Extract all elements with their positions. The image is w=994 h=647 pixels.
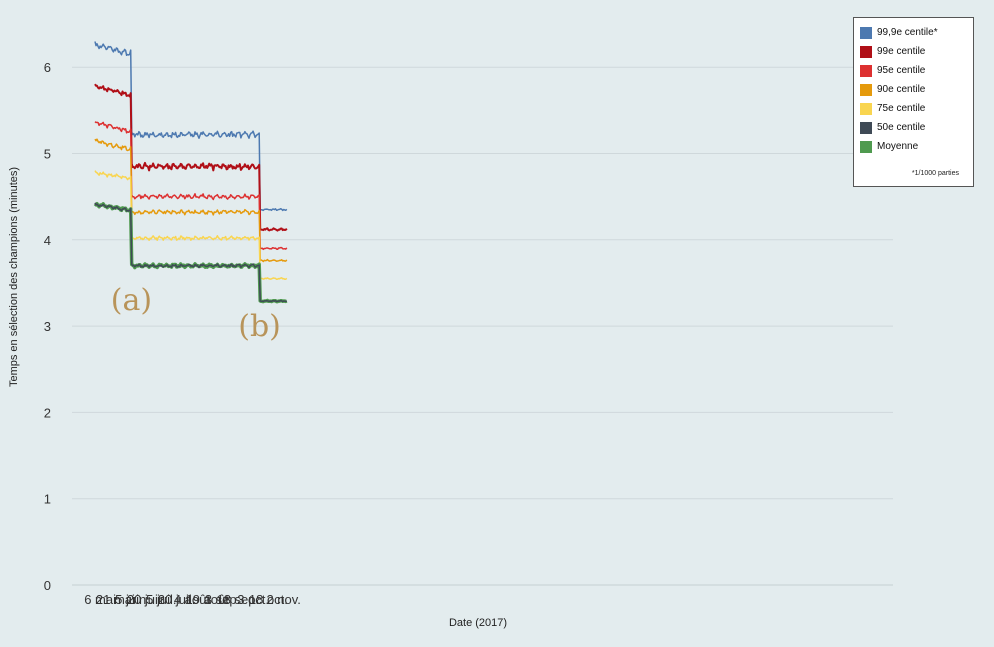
x-tick-label: 6 mai: [84, 592, 116, 607]
legend-label: 99,9e centile*: [877, 27, 938, 38]
y-tick-label: 4: [44, 233, 51, 248]
series-line-3: [94, 138, 288, 263]
legend-swatch: [860, 64, 872, 77]
series-lines: [93, 41, 288, 304]
legend-label: 50e centile: [877, 122, 926, 133]
legend-swatch: [860, 83, 872, 96]
x-tick-label: 5 juil.: [146, 592, 176, 607]
x-tick-label: 3 oct.: [237, 592, 269, 607]
series-line-1: [94, 83, 288, 232]
legend-label: 95e centile: [877, 65, 926, 76]
annotation-label: (a): [111, 283, 152, 318]
legend-item: 95e centile: [860, 61, 967, 80]
x-tick-label: 20 juin: [127, 592, 165, 607]
x-axis-title: Date (2017): [449, 617, 507, 629]
legend-label: 90e centile: [877, 84, 926, 95]
x-tick-label: 21 mai: [96, 592, 135, 607]
legend-swatch: [860, 121, 872, 134]
x-tick-label: 3 sep.: [205, 592, 240, 607]
y-tick-label: 0: [44, 578, 51, 593]
x-tick-label: 20 juil.: [158, 592, 196, 607]
grid-lines: [72, 66, 893, 586]
x-tick-label: 2 nov.: [266, 592, 300, 607]
x-tick-label: 18 oct.: [249, 592, 288, 607]
series-line-6: [94, 202, 288, 303]
legend-label: 75e centile: [877, 103, 926, 114]
legend-item: 50e centile: [860, 118, 967, 137]
series-line-0: [94, 41, 288, 212]
annotations: (a) (b): [111, 283, 281, 344]
series-line-4: [94, 170, 288, 281]
x-tick-label: 4 août: [174, 592, 211, 607]
legend-item: 90e centile: [860, 80, 967, 99]
x-tick-label: 19 août: [186, 592, 230, 607]
legend-swatch: [860, 45, 872, 58]
legend-item: 99,9e centile*: [860, 23, 967, 42]
legend-item: 75e centile: [860, 99, 967, 118]
x-tick-label: 18 sep.: [216, 592, 259, 607]
legend-label: Moyenne: [877, 141, 919, 152]
series-line-2: [94, 121, 288, 251]
y-tick-label: 5: [44, 147, 51, 162]
legend-note: *1/1000 parties: [911, 170, 959, 177]
y-tick-label: 3: [44, 319, 51, 334]
legend-label: 99e centile: [877, 46, 926, 57]
legend-swatch: [860, 26, 872, 39]
legend-swatch: [860, 140, 872, 153]
legend-item: 99e centile: [860, 42, 967, 61]
chart-legend: 99,9e centile* 99e centile 95e centile 90e …: [853, 17, 974, 187]
legend-swatch: [860, 102, 872, 115]
y-tick-label: 6: [44, 60, 51, 75]
y-tick-labels: 0 1 2 3 4 5 6: [44, 60, 51, 593]
legend-item: Moyenne: [860, 137, 967, 156]
annotation-label: (b): [238, 309, 281, 344]
y-tick-label: 2: [44, 405, 51, 420]
x-tick-label: 5 juin: [115, 592, 146, 607]
y-tick-label: 1: [44, 492, 51, 507]
y-axis-title: Temps en sélection des champions (minute…: [8, 167, 20, 387]
